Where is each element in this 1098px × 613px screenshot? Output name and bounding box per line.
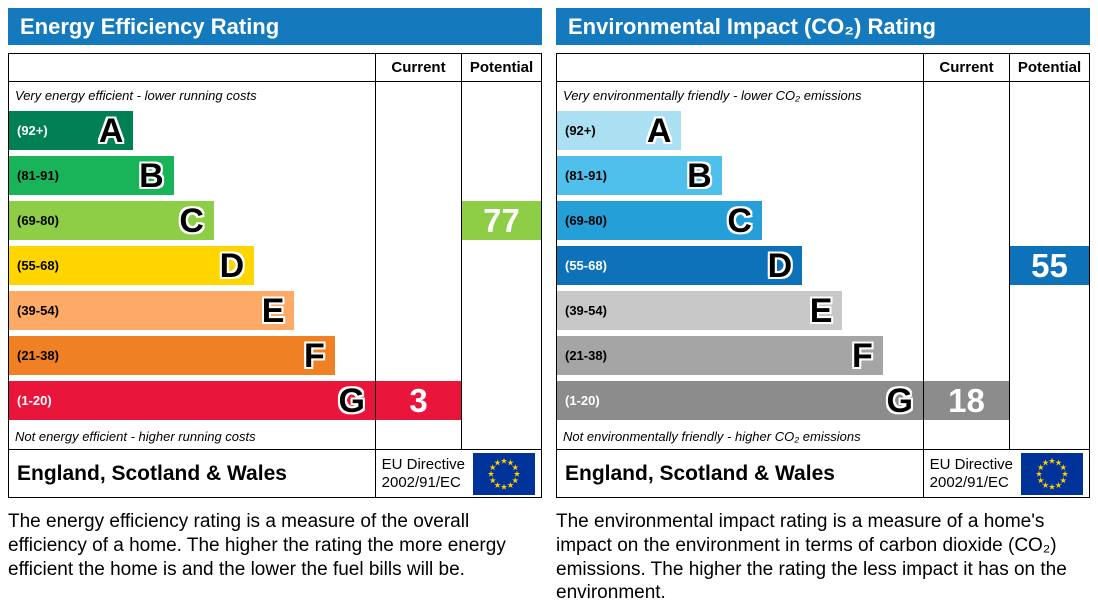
- region-label: England, Scotland & Wales: [565, 461, 835, 485]
- band-row: (81-91) B: [557, 153, 923, 198]
- energy-description: The energy efficiency rating is a measur…: [8, 511, 506, 580]
- band-bar-d: (55-68) D: [9, 246, 255, 285]
- band-row: (69-80) C: [9, 198, 375, 243]
- band-bar-g: (1-20) G: [557, 381, 923, 420]
- potential-column: 77: [461, 82, 541, 449]
- band-bar-a: (92+) A: [557, 111, 682, 150]
- band-grade-letter: E: [261, 291, 285, 330]
- band-grade-letter: A: [646, 111, 672, 150]
- eu-directive: EU Directive 2002/91/EC: [922, 450, 1089, 497]
- eu-directive-text: EU Directive 2002/91/EC: [382, 456, 465, 491]
- bands-column: Very energy efficient - lower running co…: [9, 82, 375, 449]
- eu-directive-line1: EU Directive: [929, 456, 1013, 474]
- band-grade-letter: G: [886, 381, 913, 420]
- environmental-description: The environmental impact rating is a mea…: [556, 511, 1067, 604]
- band-row: (81-91) B: [9, 153, 375, 198]
- environmental-panel-title: Environmental Impact (CO₂) Rating: [556, 8, 1090, 45]
- band-range-label: (55-68): [565, 258, 607, 273]
- band-row: (39-54) E: [557, 288, 923, 333]
- band-grade-letter: F: [303, 336, 325, 375]
- band-grade-letter: A: [98, 111, 124, 150]
- band-bar-e: (39-54) E: [9, 291, 295, 330]
- band-row: (39-54) E: [9, 288, 375, 333]
- band-grade-letter: E: [809, 291, 833, 330]
- band-range-label: (81-91): [565, 168, 607, 183]
- bottom-note: Not energy efficient - higher running co…: [15, 428, 256, 444]
- band-grade-letter: F: [851, 336, 873, 375]
- band-row: (1-20) G: [9, 378, 375, 423]
- eu-flag-icon: [1021, 452, 1083, 495]
- eu-flag-icon: [473, 452, 535, 495]
- header-spacer: [557, 54, 923, 82]
- band-range-label: (92+): [565, 123, 596, 138]
- band-grade-letter: B: [687, 156, 712, 195]
- band-row: (69-80) C: [557, 198, 923, 243]
- eu-directive-text: EU Directive 2002/91/EC: [930, 456, 1013, 491]
- band-range-label: (21-38): [565, 348, 607, 363]
- band-range-label: (1-20): [17, 393, 52, 408]
- header-spacer: [9, 54, 375, 82]
- band-range-label: (21-38): [17, 348, 59, 363]
- potential-rating-indicator: 55: [1010, 246, 1089, 285]
- band-grade-letter: C: [179, 201, 204, 240]
- band-bar-b: (81-91) B: [9, 156, 174, 195]
- band-bar-g: (1-20) G: [9, 381, 375, 420]
- band-bar-f: (21-38) F: [557, 336, 883, 375]
- eu-directive-line2: 2002/91/EC: [929, 473, 1009, 491]
- band-bar-c: (69-80) C: [9, 201, 214, 240]
- eu-directive-line1: EU Directive: [381, 456, 465, 474]
- band-bar-a: (92+) A: [9, 111, 134, 150]
- band-bar-f: (21-38) F: [9, 336, 335, 375]
- band-row: (21-38) F: [9, 333, 375, 378]
- energy-rating-chart: Current Potential Very energy efficient …: [8, 53, 542, 498]
- band-range-label: (39-54): [17, 303, 59, 318]
- potential-column-header: Potential: [461, 54, 541, 82]
- band-grade-letter: G: [338, 381, 365, 420]
- band-range-label: (69-80): [17, 213, 59, 228]
- potential-rating-indicator: 77: [462, 201, 541, 240]
- band-bar-c: (69-80) C: [557, 201, 762, 240]
- bottom-note: Not environmentally friendly - higher CO…: [563, 428, 861, 444]
- band-row: (55-68) D: [9, 243, 375, 288]
- top-note: Very environmentally friendly - lower CO…: [563, 87, 862, 103]
- epc-charts-page: Energy Efficiency Rating Current Potenti…: [8, 8, 1090, 605]
- current-column-header: Current: [375, 54, 461, 82]
- band-grade-letter: B: [139, 156, 164, 195]
- chart-footer: England, Scotland & Wales EU Directive 2…: [557, 449, 1089, 497]
- potential-column-header: Potential: [1009, 54, 1089, 82]
- band-row: (55-68) D: [557, 243, 923, 288]
- environmental-impact-panel: Environmental Impact (CO₂) Rating Curren…: [556, 8, 1090, 605]
- chart-footer: England, Scotland & Wales EU Directive 2…: [9, 449, 541, 497]
- band-row: (92+) A: [9, 108, 375, 153]
- band-bar-b: (81-91) B: [557, 156, 722, 195]
- eu-directive: EU Directive 2002/91/EC: [374, 450, 541, 497]
- current-column: 18: [923, 82, 1009, 449]
- current-column: 3: [375, 82, 461, 449]
- current-rating-indicator: 18: [924, 381, 1009, 420]
- bands-column: Very environmentally friendly - lower CO…: [557, 82, 923, 449]
- environmental-rating-chart: Current Potential Very environmentally f…: [556, 53, 1090, 498]
- current-column-header: Current: [923, 54, 1009, 82]
- band-range-label: (69-80): [565, 213, 607, 228]
- top-note: Very energy efficient - lower running co…: [15, 87, 257, 103]
- band-range-label: (55-68): [17, 258, 59, 273]
- eu-directive-line2: 2002/91/EC: [381, 473, 461, 491]
- potential-column: 55: [1009, 82, 1089, 449]
- energy-efficiency-panel: Energy Efficiency Rating Current Potenti…: [8, 8, 542, 605]
- band-bar-e: (39-54) E: [557, 291, 843, 330]
- band-grade-letter: D: [219, 246, 245, 285]
- current-rating-indicator: 3: [376, 381, 461, 420]
- band-row: (92+) A: [557, 108, 923, 153]
- band-row: (1-20) G: [557, 378, 923, 423]
- region-label: England, Scotland & Wales: [17, 461, 287, 485]
- band-bar-d: (55-68) D: [557, 246, 803, 285]
- band-range-label: (81-91): [17, 168, 59, 183]
- band-row: (21-38) F: [557, 333, 923, 378]
- energy-panel-title: Energy Efficiency Rating: [8, 8, 542, 45]
- band-range-label: (92+): [17, 123, 48, 138]
- band-grade-letter: C: [727, 201, 752, 240]
- band-range-label: (1-20): [565, 393, 600, 408]
- band-range-label: (39-54): [565, 303, 607, 318]
- band-grade-letter: D: [767, 246, 793, 285]
